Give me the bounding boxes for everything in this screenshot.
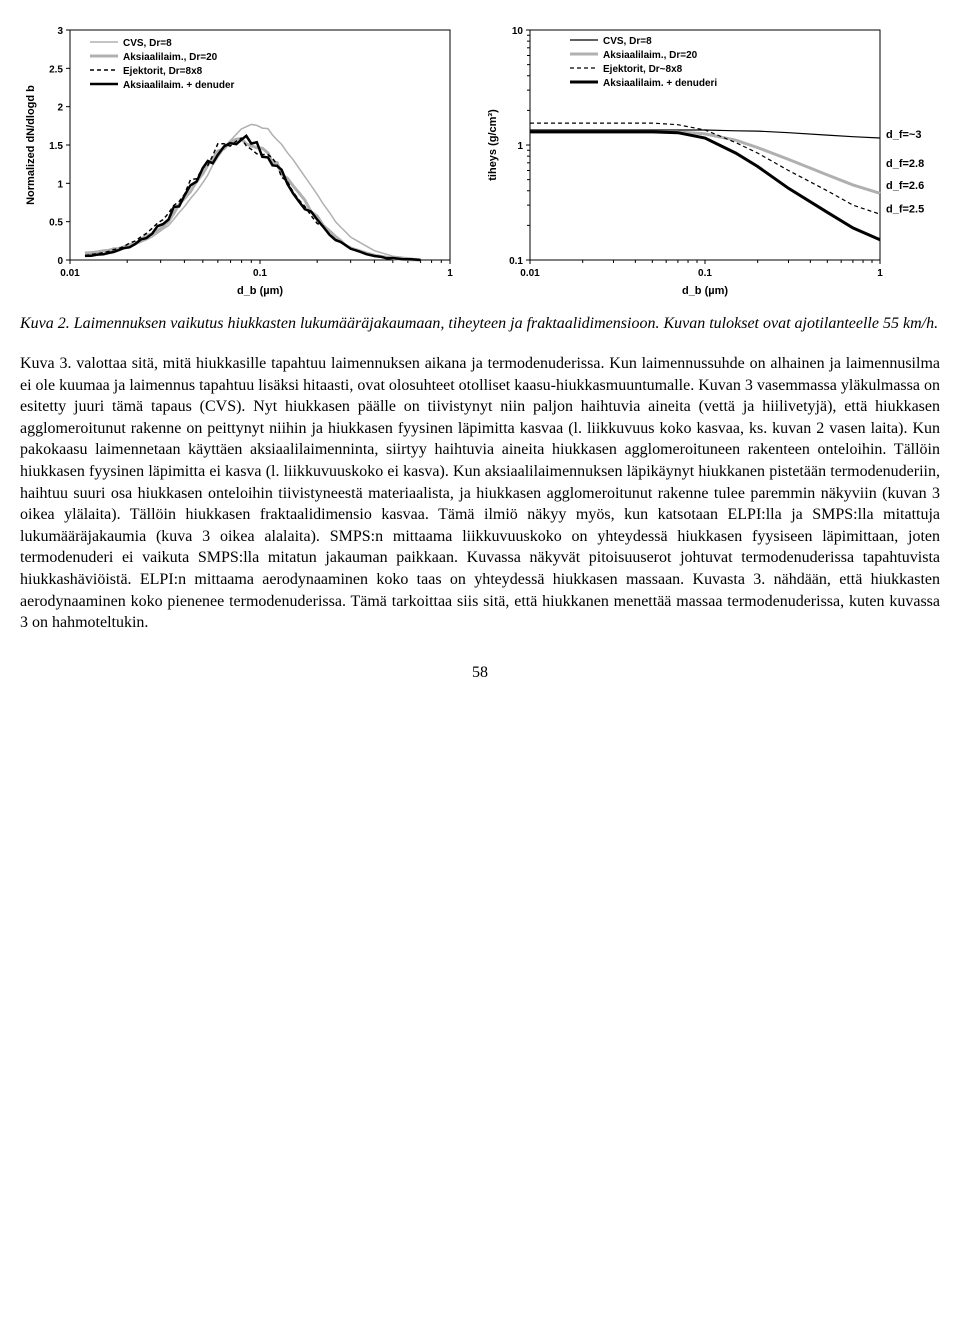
svg-text:d_b (µm): d_b (µm) bbox=[237, 285, 283, 297]
svg-text:0: 0 bbox=[57, 256, 63, 267]
chart-left: 0 0.5 1 1.5 2 2.5 3 0.01 0.1 1 Normalized dN/dlogd… bbox=[20, 20, 460, 300]
svg-text:CVS, Dr=8: CVS, Dr=8 bbox=[603, 36, 652, 47]
svg-text:1: 1 bbox=[517, 141, 523, 152]
svg-text:Aksiaalilaim. + denuder: Aksiaalilaim. + denuder bbox=[123, 80, 235, 91]
svg-text:Normalized dN/dlogd b: Normalized dN/dlogd b bbox=[25, 85, 37, 205]
svg-text:0.1: 0.1 bbox=[509, 256, 523, 267]
svg-text:Ejektorit, Dr~8x8: Ejektorit, Dr~8x8 bbox=[603, 64, 683, 75]
svg-text:1.5: 1.5 bbox=[49, 141, 63, 152]
chart-left-container: 0 0.5 1 1.5 2 2.5 3 0.01 0.1 1 Normalized dN/dlogd… bbox=[20, 20, 460, 300]
svg-text:3: 3 bbox=[57, 26, 63, 37]
chart-right-container: 0.11100.010.11tiheys (g/cm³)d_b (µm)CVS,… bbox=[480, 20, 940, 300]
svg-text:d_f=2.5: d_f=2.5 bbox=[886, 204, 924, 216]
svg-text:0.5: 0.5 bbox=[49, 218, 63, 229]
svg-text:CVS, Dr=8: CVS, Dr=8 bbox=[123, 38, 172, 49]
svg-text:d_f=2.6: d_f=2.6 bbox=[886, 180, 924, 192]
svg-text:d_f=~3: d_f=~3 bbox=[886, 129, 921, 141]
svg-text:10: 10 bbox=[512, 26, 524, 37]
figure-caption: Kuva 2. Laimennuksen vaikutus hiukkasten… bbox=[20, 315, 940, 333]
svg-text:2: 2 bbox=[57, 103, 63, 114]
svg-text:Aksiaalilaim., Dr=20: Aksiaalilaim., Dr=20 bbox=[603, 50, 698, 61]
svg-text:0.01: 0.01 bbox=[60, 268, 80, 279]
svg-text:2.5: 2.5 bbox=[49, 64, 63, 75]
body-paragraph: Kuva 3. valottaa sitä, mitä hiukkasille … bbox=[20, 353, 940, 634]
svg-text:Aksiaalilaim., Dr=20: Aksiaalilaim., Dr=20 bbox=[123, 52, 218, 63]
chart-right: 0.11100.010.11tiheys (g/cm³)d_b (µm)CVS,… bbox=[480, 20, 940, 300]
svg-text:0.1: 0.1 bbox=[698, 268, 712, 279]
page-number: 58 bbox=[20, 664, 940, 682]
svg-text:Aksiaalilaim. + denuderi: Aksiaalilaim. + denuderi bbox=[603, 78, 717, 89]
svg-text:Ejektorit, Dr=8x8: Ejektorit, Dr=8x8 bbox=[123, 66, 203, 77]
svg-text:1: 1 bbox=[447, 268, 453, 279]
svg-text:0.01: 0.01 bbox=[520, 268, 540, 279]
svg-text:0.1: 0.1 bbox=[253, 268, 267, 279]
svg-text:1: 1 bbox=[877, 268, 883, 279]
charts-row: 00.511.522.530.010.11Normalized dN/dlogd… bbox=[20, 20, 940, 300]
svg-text:1: 1 bbox=[57, 179, 63, 190]
svg-text:d_b (µm): d_b (µm) bbox=[682, 285, 728, 297]
svg-text:d_f=2.8: d_f=2.8 bbox=[886, 158, 924, 170]
caption-title: Kuva 2. bbox=[20, 315, 70, 332]
svg-text:tiheys (g/cm³): tiheys (g/cm³) bbox=[487, 109, 499, 181]
caption-body: Laimennuksen vaikutus hiukkasten lukumää… bbox=[74, 315, 938, 332]
